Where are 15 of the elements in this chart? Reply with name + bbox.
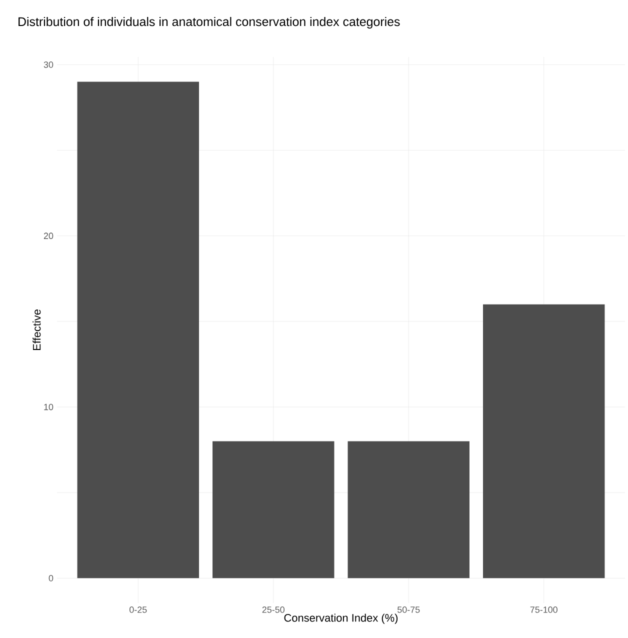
x-tick-label: 75-100	[530, 606, 558, 613]
y-tick-label: 30	[44, 62, 54, 68]
bar	[77, 82, 199, 578]
y-axis-title: Effective	[32, 310, 41, 350]
x-tick-label: 50-75	[398, 606, 420, 613]
chart-title: Distribution of individuals in anatomical conservation index categories	[18, 16, 400, 29]
bar	[483, 304, 605, 578]
x-tick-label: 0-25	[130, 606, 147, 613]
y-tick-label: 20	[44, 232, 54, 240]
x-axis-title: Conservation Index (%)	[284, 614, 398, 624]
y-tick-label: 0	[48, 574, 54, 582]
y-tick-label: 10	[44, 404, 54, 410]
x-tick-label: 25-50	[262, 606, 284, 613]
bar	[348, 441, 470, 578]
bar	[212, 441, 334, 578]
